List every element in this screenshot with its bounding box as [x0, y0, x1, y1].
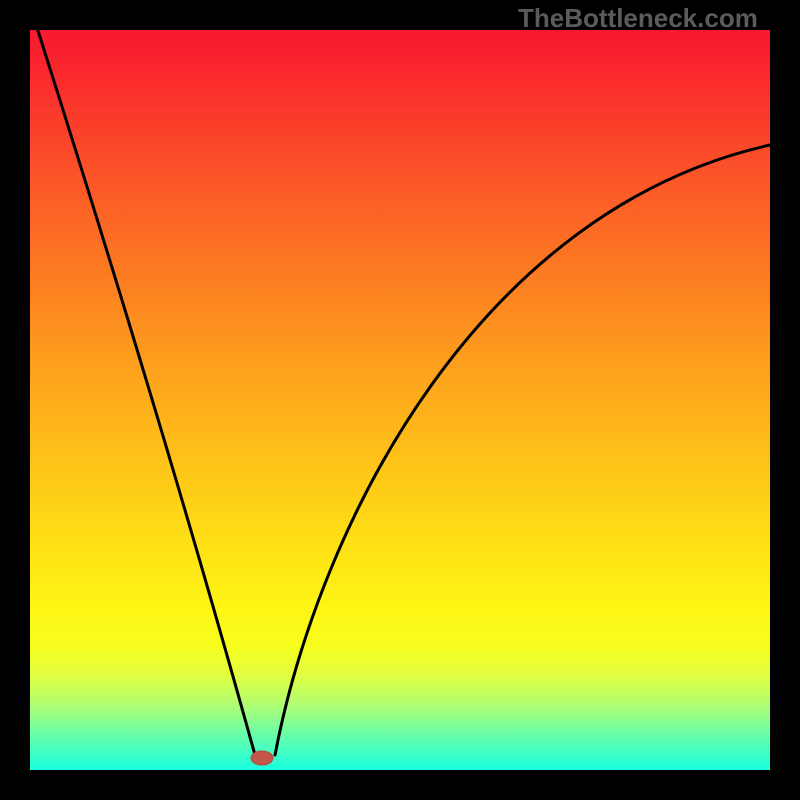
watermark-text: TheBottleneck.com: [518, 3, 758, 34]
optimum-marker: [251, 751, 273, 765]
chart-border-right: [770, 0, 800, 800]
bottleneck-chart: [0, 0, 800, 800]
chart-border-left: [0, 0, 30, 800]
chart-border-bottom: [0, 770, 800, 800]
plot-background: [30, 30, 770, 770]
